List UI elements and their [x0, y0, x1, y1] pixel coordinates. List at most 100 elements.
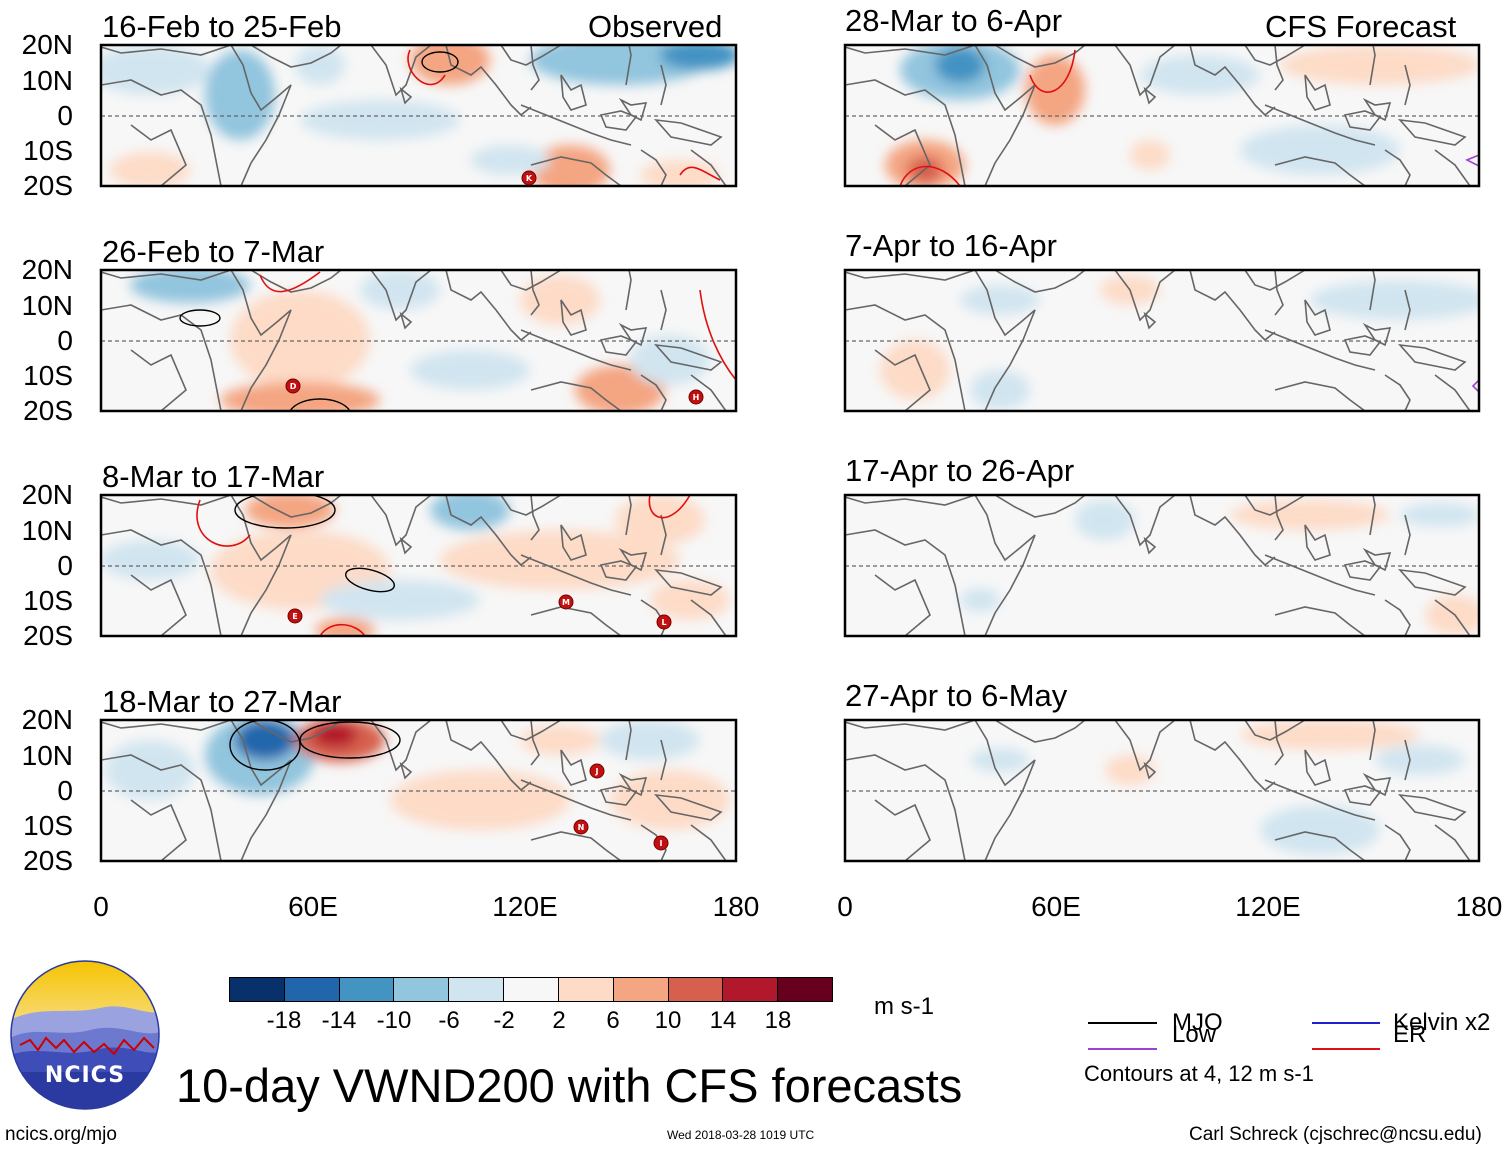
forecast-label: CFS Forecast — [1265, 9, 1457, 44]
colorbar-swatch — [448, 978, 504, 1001]
colorbar-swatch — [393, 978, 449, 1001]
observed-label: Observed — [588, 9, 723, 44]
storm-icon: K — [521, 170, 537, 186]
lat-label: 20N — [21, 29, 73, 60]
lon-label: 120E — [492, 891, 558, 922]
lon-label: 180 — [712, 891, 760, 922]
lat-label: 10N — [21, 290, 73, 321]
legend-line-er — [1312, 1048, 1380, 1050]
panel-forecast-3 — [843, 493, 1481, 638]
lat-label: 0 — [57, 775, 73, 806]
lon-label: 60E — [1031, 891, 1081, 922]
lat-label: 10N — [21, 65, 73, 96]
storm-markers: K D H E M L J — [285, 170, 704, 851]
colorbar-tick: 18 — [764, 1007, 792, 1034]
panel-title: 18-Mar to 27-Mar — [102, 684, 342, 719]
panel-observed-3 — [99, 493, 738, 638]
lon-label: 180 — [1455, 891, 1503, 922]
colorbar-swatch — [338, 978, 394, 1001]
storm-icon: J — [589, 763, 605, 779]
logo-text: NCICS — [45, 1063, 125, 1088]
panel-title: 16-Feb to 25-Feb — [102, 9, 342, 44]
storm-icon: H — [688, 389, 704, 405]
lat-label: 10S — [23, 810, 73, 841]
lon-label: 0 — [837, 891, 853, 922]
legend-note: Contours at 4, 12 m s-1 — [1084, 1061, 1314, 1086]
lat-label: 20N — [21, 479, 73, 510]
colorbar-tick: -2 — [493, 1007, 515, 1034]
lat-label: 20S — [23, 395, 73, 426]
colorbar-swatch — [503, 978, 558, 1001]
colorbar-swatches — [229, 977, 833, 1002]
storm-letter: E — [292, 612, 297, 621]
lon-label: 120E — [1235, 891, 1301, 922]
lat-label: 10N — [21, 740, 73, 771]
storm-icon: E — [287, 608, 303, 624]
storm-letter: M — [562, 598, 570, 607]
storm-icon: I — [653, 835, 669, 851]
colorbar-tick: -18 — [266, 1007, 302, 1034]
lat-label: 20N — [21, 254, 73, 285]
colorbar-unit: m s-1 — [874, 993, 934, 1020]
site-link[interactable]: ncics.org/mjo — [5, 1124, 117, 1145]
storm-icon: L — [656, 614, 672, 630]
panel-forecast-4 — [843, 718, 1481, 863]
panel-observed-4 — [99, 718, 738, 863]
storm-icon: D — [285, 378, 301, 394]
storm-letter: H — [693, 393, 700, 402]
lat-label: 20S — [23, 845, 73, 876]
author-credit: Carl Schreck (cjschrec@ncsu.edu) — [1189, 1124, 1482, 1145]
colorbar-swatch — [667, 978, 723, 1001]
storm-letter: I — [660, 839, 663, 848]
colorbar-swatch — [230, 978, 284, 1001]
panel-title: 28-Mar to 6-Apr — [845, 3, 1063, 38]
colorbar-tick: 10 — [654, 1007, 682, 1034]
storm-letter: L — [661, 618, 666, 627]
legend-line-mjo — [1088, 1022, 1157, 1024]
colorbar-tick: -10 — [376, 1007, 412, 1034]
panel-title: 17-Apr to 26-Apr — [845, 453, 1075, 488]
panel-title: 8-Mar to 17-Mar — [102, 459, 325, 494]
colorbar-swatch — [777, 978, 832, 1001]
colorbar-tick: 6 — [606, 1007, 620, 1034]
storm-letter: J — [595, 767, 599, 776]
panel-observed-1 — [99, 43, 738, 188]
lat-label: 0 — [57, 325, 73, 356]
map-panels: K D H E M L J — [99, 43, 1481, 863]
lat-label: 0 — [57, 100, 73, 131]
lon-label: 0 — [93, 891, 109, 922]
colorbar-tick: 2 — [552, 1007, 566, 1034]
panel-title: 7-Apr to 16-Apr — [845, 228, 1057, 263]
panel-title: 27-Apr to 6-May — [845, 678, 1068, 713]
lat-label: 20S — [23, 170, 73, 201]
legend-line-kelvin — [1312, 1022, 1380, 1024]
colorbar-tick: -6 — [438, 1007, 460, 1034]
panel-title: 26-Feb to 7-Mar — [102, 234, 325, 269]
panel-observed-2 — [99, 268, 738, 413]
colorbar-tick: -14 — [321, 1007, 357, 1034]
storm-icon: N — [573, 819, 589, 835]
lat-label: 0 — [57, 550, 73, 581]
lat-label: 10S — [23, 585, 73, 616]
lat-label: 20S — [23, 620, 73, 651]
legend-line-low — [1088, 1048, 1157, 1050]
colorbar-tick: 14 — [709, 1007, 737, 1034]
figure-title: 10-day VWND200 with CFS forecasts — [176, 1059, 963, 1112]
storm-letter: D — [290, 382, 297, 391]
lat-label: 10S — [23, 360, 73, 391]
lon-label: 60E — [288, 891, 338, 922]
storm-icon: M — [558, 594, 574, 610]
legend-label: ER — [1393, 1021, 1427, 1048]
legend-label: Kelvin x2 — [1393, 1009, 1491, 1036]
colorbar-swatch — [283, 978, 339, 1001]
legend-label: MJO — [1172, 1009, 1223, 1036]
colorbar: -18 -14 -10 -6 -2 2 6 10 14 18 — [229, 977, 833, 1034]
legend-label: Low — [1172, 1021, 1217, 1048]
lat-label: 10N — [21, 515, 73, 546]
panel-forecast-1 — [843, 43, 1481, 188]
ncics-logo: NCICS — [10, 960, 160, 1110]
storm-letter: K — [526, 174, 533, 183]
timestamp: Wed 2018-03-28 1019 UTC — [667, 1128, 815, 1142]
lat-label: 20N — [21, 704, 73, 735]
